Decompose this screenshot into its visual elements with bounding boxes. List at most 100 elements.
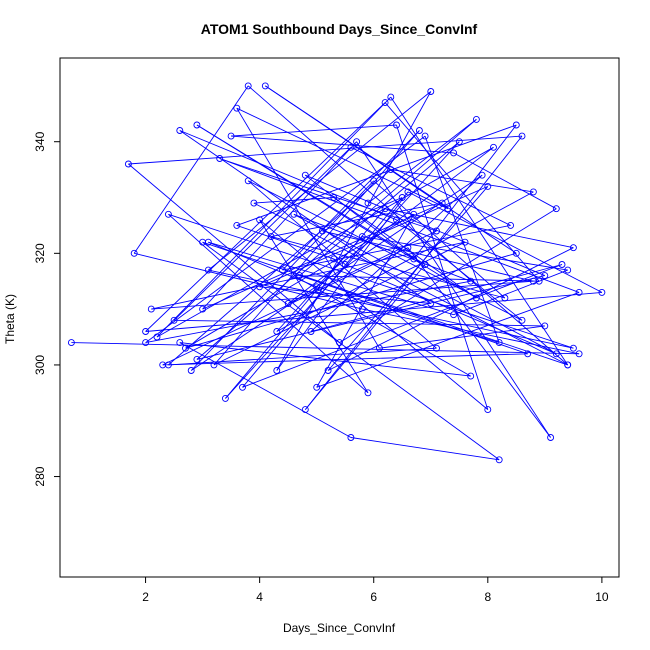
data-point <box>318 227 326 235</box>
series-segment <box>196 275 545 360</box>
series-segment <box>362 236 568 271</box>
data-point <box>142 339 150 347</box>
data-point <box>404 188 412 196</box>
series-segment <box>213 130 420 366</box>
data-point <box>507 221 515 229</box>
series-segment <box>271 202 443 238</box>
y-tick-label: 280 <box>33 466 47 486</box>
data-point <box>199 305 207 313</box>
series-lines <box>71 85 603 461</box>
x-axis-label: Days_Since_ConvInf <box>283 621 396 635</box>
series-segment <box>305 174 414 260</box>
data-point <box>375 344 383 352</box>
data-point <box>170 316 178 324</box>
data-point <box>393 216 400 224</box>
series-segment <box>379 325 545 349</box>
data-point <box>410 210 418 218</box>
data-point <box>279 266 286 274</box>
data-point <box>444 205 452 213</box>
data-point <box>381 205 389 213</box>
series-segment <box>367 119 477 204</box>
data-point <box>250 199 258 207</box>
data-point <box>256 283 264 291</box>
series-segment <box>390 96 569 366</box>
data-point <box>421 132 429 140</box>
data-point <box>130 249 138 257</box>
x-tick-label: 2 <box>142 590 149 604</box>
data-point <box>415 127 423 134</box>
data-point <box>552 205 560 213</box>
series-segment <box>259 219 369 394</box>
series-segment <box>407 191 603 293</box>
series-segment <box>253 197 334 204</box>
data-point <box>569 344 577 352</box>
data-point <box>142 328 150 335</box>
series-segment <box>282 224 511 271</box>
data-point <box>438 199 446 207</box>
series-segment <box>356 141 551 438</box>
data-point <box>210 361 218 369</box>
series-points <box>67 82 606 464</box>
data-point <box>598 288 606 296</box>
data-point <box>541 272 549 280</box>
series-segment <box>247 180 523 321</box>
series-segment <box>350 146 511 226</box>
data-point <box>381 99 389 107</box>
series-segment <box>413 124 517 260</box>
data-point <box>261 82 269 90</box>
series-segment <box>276 236 363 332</box>
series-segment <box>293 213 471 282</box>
data-point <box>393 121 400 129</box>
data-point <box>495 339 503 347</box>
series-segment <box>236 107 380 349</box>
series-segment <box>259 185 488 288</box>
series-segment <box>196 124 477 299</box>
series-segment <box>453 152 557 210</box>
data-point <box>296 272 304 280</box>
series-segment <box>202 141 357 310</box>
data-point <box>364 199 372 207</box>
series-segment <box>185 213 414 349</box>
data-point <box>529 188 537 196</box>
series-segment <box>282 130 420 271</box>
data-point <box>193 121 201 129</box>
x-tick-label: 10 <box>595 590 609 604</box>
series-segment <box>236 124 517 226</box>
series-segment <box>424 135 500 343</box>
data-point <box>490 143 497 151</box>
data-point <box>529 277 537 285</box>
series-segment <box>190 174 483 371</box>
data-point <box>67 339 75 347</box>
data-point <box>273 367 281 374</box>
series-segment <box>196 119 477 360</box>
series-segment <box>145 280 471 344</box>
series-segment <box>190 180 375 371</box>
series-segment <box>179 342 352 438</box>
data-point <box>410 255 418 263</box>
series-segment <box>145 291 602 332</box>
data-point <box>273 328 281 335</box>
series-segment <box>247 180 346 265</box>
series-segment <box>305 174 545 277</box>
data-point <box>182 344 189 352</box>
series-segment <box>231 135 454 154</box>
series-segment <box>133 85 249 254</box>
series-segment <box>156 96 392 338</box>
data-point <box>204 266 212 274</box>
plot-frame <box>59 57 620 578</box>
series-segment <box>270 236 506 299</box>
data-point <box>404 244 412 252</box>
data-point <box>398 194 406 201</box>
data-point <box>227 132 235 140</box>
series-segment <box>304 264 426 410</box>
data-point <box>427 300 435 307</box>
data-point <box>347 143 355 151</box>
series-segment <box>168 169 392 366</box>
data-point <box>244 82 252 90</box>
data-point <box>244 177 252 185</box>
data-point <box>569 244 577 252</box>
data-point <box>187 367 195 374</box>
data-point <box>370 177 378 185</box>
series-segment <box>162 353 528 366</box>
